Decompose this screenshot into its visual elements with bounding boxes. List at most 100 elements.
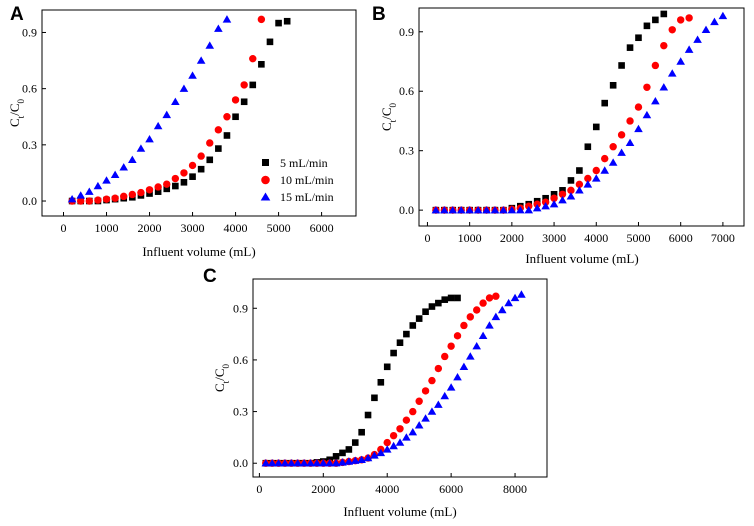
panel-b-point-series-1 <box>601 154 609 163</box>
panel-c-point-series-1 <box>383 438 391 447</box>
panel-b-point-series-2 <box>549 200 559 208</box>
panel-c-xlabel: Influent volume (mL) <box>343 504 456 519</box>
panel-c-point-series-0 <box>390 349 397 357</box>
panel-c-point-series-2 <box>453 372 462 381</box>
panel-c-point-series-1 <box>434 364 443 373</box>
panel-b-point-series-2 <box>465 205 474 214</box>
panel-c-point-series-0 <box>377 379 385 386</box>
panel-a-point-series-0 <box>258 61 265 68</box>
panel-b-point-series-2 <box>499 205 508 214</box>
panel-a-point-series-2 <box>145 135 154 143</box>
panel-b-point-series-2 <box>440 205 449 214</box>
panel-c-point-series-2 <box>299 459 309 467</box>
panel-b-ylabel: Ct/C0 <box>379 103 398 131</box>
panel-c-point-series-2 <box>312 459 322 467</box>
panel-a: A 0 1000 2000 3000 4000 5000 6000 0.0 0.3 0.6 0.9… <box>7 4 357 259</box>
panel-a-point-series-1 <box>128 190 137 199</box>
panel-b-point-series-2 <box>575 186 584 194</box>
panel-a-point-series-2 <box>102 176 111 184</box>
panel-a-point-series-2 <box>153 121 163 130</box>
panel-c-xtick-label: 2000 <box>311 482 335 496</box>
panel-c-point-series-2 <box>363 453 373 462</box>
panel-c-ylabel-main: C <box>212 383 227 392</box>
panel-c-point-series-2 <box>402 433 411 441</box>
panel-a-point-series-1 <box>240 81 248 89</box>
panel-c-point-series-0 <box>358 428 365 436</box>
panel-c-point-series-2 <box>274 459 283 467</box>
panel-b-point-series-2 <box>507 205 517 214</box>
panel-b-frame <box>418 7 745 227</box>
panel-c-ylabel-mid: /C <box>212 369 227 381</box>
panel-c-point-series-2 <box>344 457 354 465</box>
panel-b-ylabel-sub1: t <box>388 119 398 122</box>
panel-a-ylabel: Ct/C0 <box>7 99 26 127</box>
panel-c-point-series-0 <box>422 308 429 316</box>
panel-b-point-series-1 <box>643 83 651 91</box>
panel-c-point-series-2 <box>338 458 347 466</box>
panel-a-point-series-0 <box>206 156 214 164</box>
panel-c-point-series-2 <box>478 331 488 340</box>
panel-b-letter: B <box>372 4 386 25</box>
legend-label-5: 5 mL/min <box>280 156 328 170</box>
panel-b-point-series-2 <box>667 69 677 77</box>
panel-c-point-series-1 <box>428 376 436 385</box>
panel-c-point-series-2 <box>382 445 392 453</box>
panel-b-point-series-2 <box>431 205 441 214</box>
panel-c-point-series-2 <box>293 459 303 467</box>
panel-b-xtick-label: 4000 <box>584 231 608 245</box>
panel-b-point-series-2 <box>642 110 652 119</box>
panel-b-point-series-2 <box>634 124 643 133</box>
panel-b-xticks: 0 1000 2000 3000 4000 5000 6000 7000 <box>424 222 735 245</box>
panel-b-xtick-label: 5000 <box>626 231 650 245</box>
panel-c-point-series-2 <box>280 459 290 467</box>
panel-b-point-series-0 <box>592 123 600 131</box>
panel-b-point-series-2 <box>515 205 525 214</box>
panel-b-point-series-2 <box>617 148 626 156</box>
panel-b-point-series-2 <box>591 174 601 182</box>
panel-a-point-series-1 <box>180 169 188 177</box>
panel-b-point-series-1 <box>685 14 693 22</box>
panel-a-ylabel-sub2: 0 <box>16 99 26 104</box>
panel-b-xtick-label: 7000 <box>711 231 735 245</box>
panel-a-point-series-1 <box>102 195 111 203</box>
panel-a-point-series-1 <box>120 192 128 201</box>
panel-a-ytick-label: 0.3 <box>22 138 37 152</box>
panel-c-xticks: 0 2000 4000 6000 8000 <box>256 473 527 496</box>
panel-a-point-series-2 <box>162 110 172 119</box>
panel-c-point-series-0 <box>339 449 346 457</box>
panel-b-point-series-0 <box>584 143 592 151</box>
panel-c-point-series-2 <box>434 400 443 408</box>
panel-b-point-series-1 <box>626 117 634 125</box>
panel-b-point-series-0 <box>635 34 642 42</box>
panel-a-point-series-2 <box>110 170 120 178</box>
panel-a-ytick-label: 0.0 <box>22 194 37 208</box>
panel-c-ytick-label: 0.9 <box>233 301 248 315</box>
panel-b-point-series-2 <box>558 196 567 204</box>
panel-c-point-series-2 <box>472 341 481 350</box>
panel-a-point-series-1 <box>163 180 171 188</box>
panel-b-point-series-0 <box>643 22 651 30</box>
panel-a-point-series-2 <box>67 194 77 203</box>
panel-b-ytick-label: 0.3 <box>399 144 414 158</box>
panel-c-point-series-0 <box>351 439 359 446</box>
panel-b-point-series-2 <box>659 83 669 91</box>
panel-a-point-series-1 <box>111 194 119 202</box>
panel-b-point-series-0 <box>652 16 659 24</box>
panel-b-point-series-2 <box>684 45 694 53</box>
panel-b-point-series-1 <box>617 131 626 139</box>
panel-a-point-series-0 <box>180 178 188 186</box>
panel-c-point-series-0 <box>409 322 417 329</box>
panel-a-xtick-label: 4000 <box>224 221 248 235</box>
panel-a-xtick-label: 0 <box>61 221 67 235</box>
panel-c-point-series-0 <box>454 294 461 302</box>
panel-b-point-series-1 <box>550 194 558 202</box>
panel-a-point-series-2 <box>222 15 232 23</box>
panel-a-point-series-2 <box>76 191 86 199</box>
panel-a-point-series-2 <box>85 187 94 195</box>
panel-a-point-series-0 <box>249 81 257 89</box>
panel-c-point-series-2 <box>389 441 398 450</box>
panel-a-point-series-1 <box>188 161 197 170</box>
panel-c-point-series-2 <box>485 321 494 329</box>
panel-b-xtick-label: 6000 <box>669 231 693 245</box>
panel-b-xtick-label: 0 <box>424 231 430 245</box>
